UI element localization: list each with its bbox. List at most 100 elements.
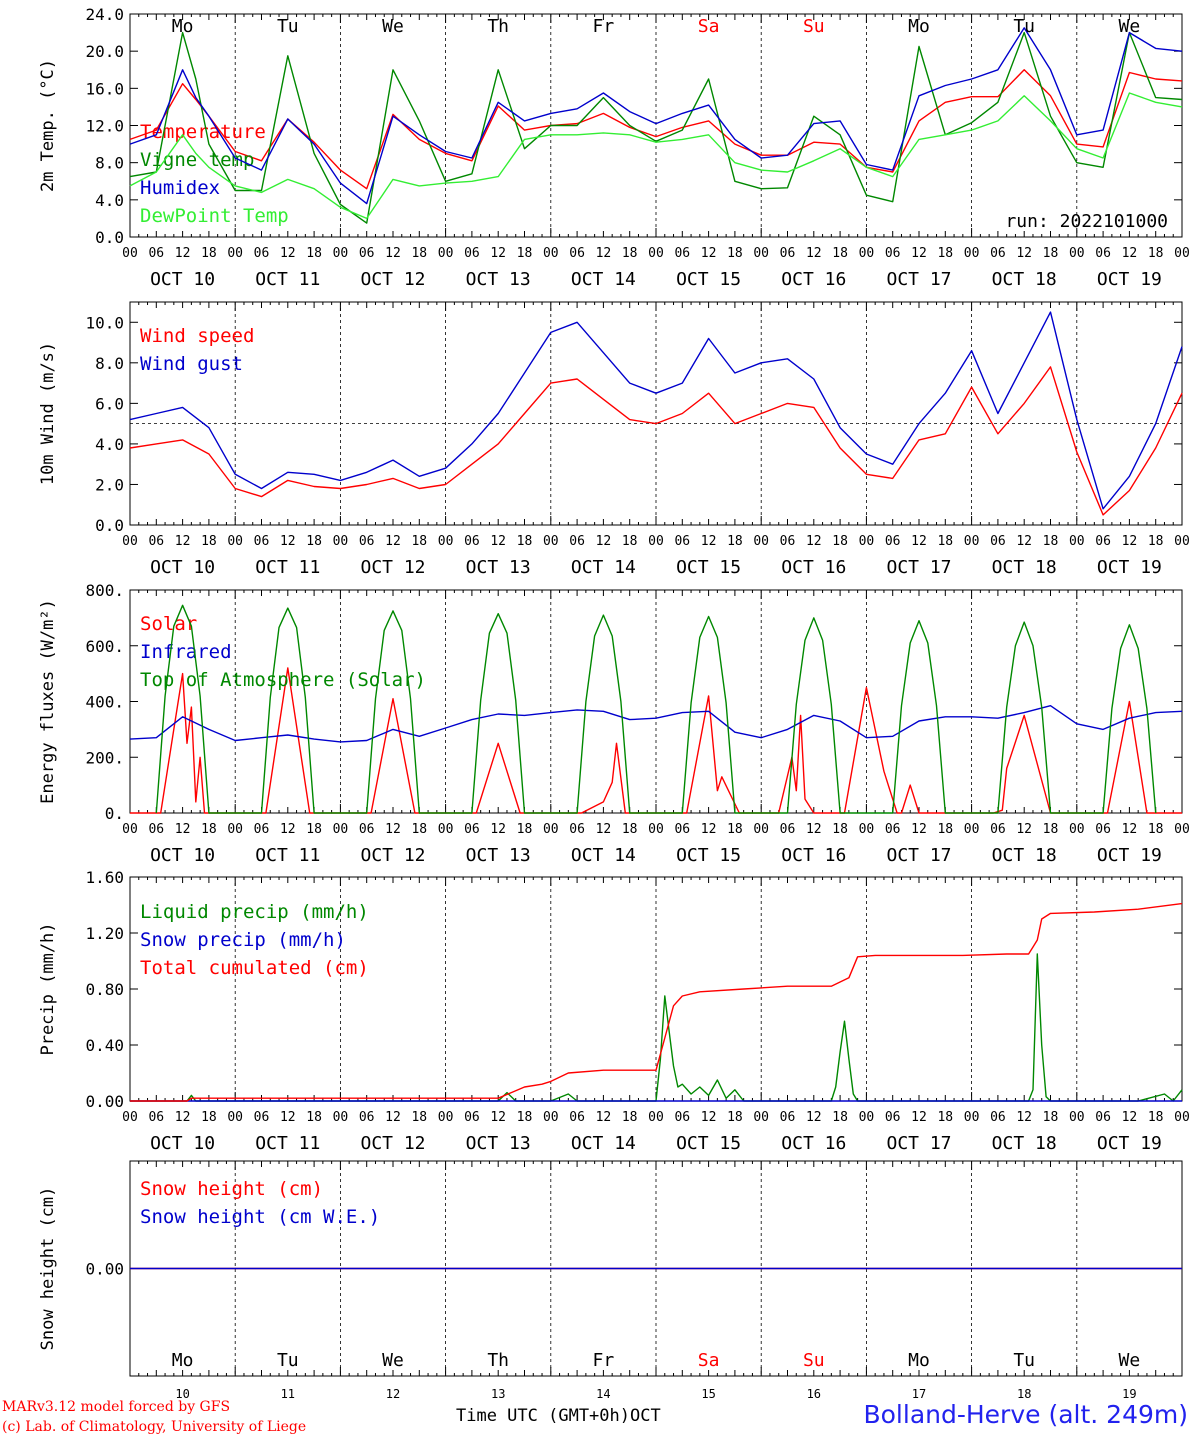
hour-label: 00 [227, 1110, 243, 1125]
hour-label: 00 [333, 534, 349, 549]
hour-label: 06 [780, 534, 796, 549]
hour-label: 06 [359, 246, 375, 261]
hour-label: 18 [201, 246, 217, 261]
day-number: 19 [1122, 1387, 1136, 1401]
hour-label: 06 [254, 534, 270, 549]
legend-entry: Snow precip (mm/h) [140, 929, 346, 951]
y-tick-label: 0.00 [85, 1092, 124, 1111]
time-axis-label: Time UTC (GMT+0h) [456, 1406, 630, 1426]
series-line [129, 311, 1183, 510]
hour-label: 12 [1016, 822, 1032, 837]
legend-entry: Liquid precip (mm/h) [140, 901, 369, 923]
legend-entry: Temperature [140, 121, 266, 143]
hour-label: 12 [490, 246, 506, 261]
y-tick-label: 8.0 [95, 354, 124, 373]
hour-label: 06 [254, 246, 270, 261]
hour-label: 00 [122, 1110, 138, 1125]
hour-label: 00 [648, 1110, 664, 1125]
hour-label: 06 [990, 822, 1006, 837]
hour-label: 06 [148, 822, 164, 837]
hour-label: 06 [885, 822, 901, 837]
date-label: OCT 10 [150, 269, 215, 290]
date-label: OCT 13 [466, 269, 531, 290]
series-line [129, 705, 1183, 743]
y-axis-title: Energy fluxes (W/m²) [38, 599, 58, 804]
hour-label: 00 [1069, 822, 1085, 837]
legend-entry: Humidex [140, 177, 220, 199]
hour-label: 00 [333, 822, 349, 837]
hour-label: 06 [359, 822, 375, 837]
hour-label: 18 [411, 822, 427, 837]
hour-label: 06 [1095, 822, 1111, 837]
hour-label: 12 [911, 246, 927, 261]
hour-label: 00 [859, 246, 875, 261]
hour-label: 06 [885, 246, 901, 261]
weekday-label: Sa [698, 1350, 720, 1371]
weekday-label: We [382, 1350, 404, 1371]
weekday-label: Th [487, 1350, 509, 1371]
hour-label: 12 [175, 1110, 191, 1125]
hour-label: 18 [832, 534, 848, 549]
hour-label: 12 [1122, 1110, 1138, 1125]
hour-label: 06 [990, 534, 1006, 549]
y-tick-label: 800. [85, 581, 124, 600]
day-number: 18 [1017, 1387, 1031, 1401]
hour-label: 06 [569, 822, 585, 837]
date-label: OCT 12 [360, 269, 425, 290]
date-label: OCT 18 [992, 269, 1057, 290]
day-number: 17 [912, 1387, 926, 1401]
date-label: OCT 17 [886, 1133, 951, 1154]
y-tick-label: 10.0 [85, 313, 124, 332]
hour-label: 18 [937, 1110, 953, 1125]
hour-label: 18 [727, 534, 743, 549]
hour-label: 18 [517, 822, 533, 837]
y-tick-label: 16.0 [85, 79, 124, 98]
hour-label: 12 [1016, 1110, 1032, 1125]
weekday-label: Fr [593, 16, 615, 37]
hour-label: 18 [411, 1110, 427, 1125]
hour-label: 06 [1095, 1110, 1111, 1125]
hour-label: 12 [806, 534, 822, 549]
hour-label: 06 [254, 1110, 270, 1125]
hour-label: 06 [780, 822, 796, 837]
month-label: OCT [630, 1406, 661, 1426]
y-tick-label: 4.0 [95, 435, 124, 454]
hour-label: 00 [964, 534, 980, 549]
series-line [129, 92, 1183, 220]
hour-label: 00 [1174, 534, 1190, 549]
hour-label: 00 [1069, 1110, 1085, 1125]
hour-label: 12 [490, 534, 506, 549]
day-number: 10 [175, 1387, 189, 1401]
hour-label: 12 [596, 822, 612, 837]
hour-label: 00 [543, 822, 559, 837]
hour-label: 06 [780, 246, 796, 261]
date-label: OCT 10 [150, 557, 215, 578]
hour-label: 18 [201, 822, 217, 837]
y-axis-title: Precip (mm/h) [38, 922, 58, 1055]
hour-label: 18 [1043, 246, 1059, 261]
hour-label: 06 [148, 246, 164, 261]
weekday-label: Tu [1013, 1350, 1035, 1371]
date-label: OCT 14 [571, 845, 636, 866]
y-tick-label: 400. [85, 693, 124, 712]
y-tick-label: 0.40 [85, 1036, 124, 1055]
y-axis-title: 2m Temp. (°C) [38, 59, 58, 192]
y-tick-label: 0. [105, 804, 124, 823]
y-tick-label: 1.60 [85, 868, 124, 887]
hour-label: 18 [201, 534, 217, 549]
hour-label: 06 [990, 246, 1006, 261]
weekday-label: Mo [172, 16, 194, 37]
date-label: OCT 15 [676, 1133, 741, 1154]
hour-label: 06 [674, 246, 690, 261]
hour-label: 00 [333, 1110, 349, 1125]
date-label: OCT 16 [781, 845, 846, 866]
hour-label: 06 [674, 822, 690, 837]
hour-label: 00 [1174, 1110, 1190, 1125]
hour-label: 18 [622, 246, 638, 261]
hour-label: 06 [464, 1110, 480, 1125]
day-number: 16 [807, 1387, 821, 1401]
date-label: OCT 13 [466, 845, 531, 866]
date-label: OCT 11 [255, 269, 320, 290]
hour-label: 12 [911, 534, 927, 549]
hour-label: 12 [806, 822, 822, 837]
